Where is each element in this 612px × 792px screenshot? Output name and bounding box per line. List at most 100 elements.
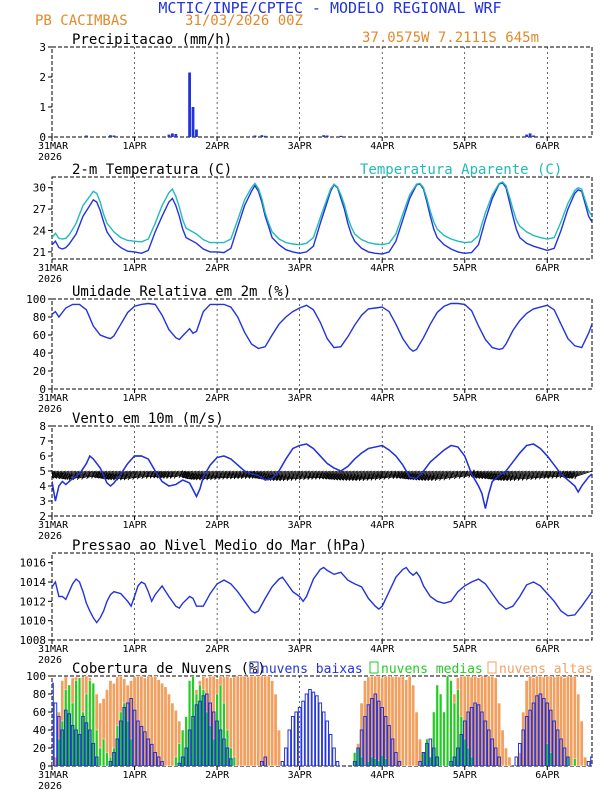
- wind-barb-flag: [311, 472, 316, 479]
- cloud-bar-nuvens-medias: [177, 743, 181, 766]
- cloud-bar-nuvens-medias: [95, 729, 99, 766]
- wind-barb-shaft: [311, 470, 335, 479]
- cloud-bar-nuvens-medias: [573, 758, 577, 766]
- precip-bar: [325, 135, 329, 137]
- header-coords: 37.0575W 7.2111S 645m: [362, 30, 539, 46]
- cloud-bar-nuvens-baixas: [394, 752, 398, 766]
- cloud-bar-nuvens-baixas: [535, 695, 539, 766]
- wind-barb-flag: [184, 472, 189, 479]
- cloud-bar-nuvens-altas: [246, 676, 251, 766]
- x-tick-year: 2026: [38, 781, 62, 792]
- x-tick-label: 6APR: [535, 770, 560, 781]
- cloud-bar-nuvens-baixas: [118, 720, 123, 766]
- cloud-bar-nuvens-altas: [407, 676, 412, 766]
- precip-bar: [528, 133, 532, 137]
- precip-bar: [525, 134, 529, 137]
- cloud-bar-nuvens-altas: [277, 729, 282, 766]
- cloud-bar-nuvens-baixas: [566, 756, 570, 766]
- wind-barb-flag: [351, 473, 356, 481]
- cloud-bar-nuvens-baixas: [373, 693, 378, 766]
- cloud-bar-nuvens-baixas: [542, 698, 546, 766]
- cloud-bar-nuvens-baixas: [91, 743, 96, 766]
- y-tick-label: 3: [39, 495, 46, 508]
- cloud-bar-nuvens-baixas: [146, 738, 151, 766]
- wind-barb-flag: [132, 472, 137, 479]
- cloud-bar-nuvens-medias: [452, 702, 456, 766]
- cloud-bar-nuvens-altas: [500, 729, 505, 766]
- wind-barb-shaft: [535, 470, 558, 479]
- cloud-bar-nuvens-baixas: [112, 752, 116, 766]
- header-station: PB CACIMBAS: [35, 13, 128, 29]
- x-tick-label: 31MAR: [38, 770, 69, 781]
- x-tick-label: 6APR: [535, 263, 560, 274]
- cloud-bar-nuvens-baixas: [229, 758, 233, 766]
- legend-label: nuvens medias: [381, 662, 483, 677]
- cloud-bar-nuvens-altas: [166, 693, 171, 766]
- cloud-bar-nuvens-baixas: [425, 743, 429, 766]
- x-tick-year: 2026: [38, 404, 62, 415]
- cloud-bar-nuvens-baixas: [208, 702, 213, 766]
- wind-barb-flag: [112, 473, 117, 480]
- wind-barb-shaft: [299, 470, 324, 480]
- cloud-bar-nuvens-medias: [105, 752, 109, 766]
- wind-barb-flag: [574, 472, 579, 480]
- x-tick-label: 31MAR: [38, 644, 69, 655]
- cloud-bar-nuvens-altas: [507, 756, 512, 766]
- cloud-bar-nuvens-baixas: [328, 734, 333, 766]
- cloud-bar-nuvens-medias: [446, 676, 450, 766]
- chart-title: 2-m Temperatura (C): [72, 162, 232, 178]
- wind-barb-flag: [145, 471, 150, 478]
- cloud-bar-nuvens-baixas: [311, 691, 316, 766]
- wind-barb-flag: [229, 471, 234, 479]
- x-tick-label: 1APR: [123, 141, 148, 152]
- wind-barb-flag: [299, 472, 304, 480]
- wind-barb-shaft: [101, 470, 125, 479]
- y-tick-label: 8: [39, 420, 46, 433]
- wind-barb-shaft: [210, 470, 235, 480]
- cloud-bar-nuvens-baixas: [81, 716, 85, 766]
- wind-barb-flag: [366, 473, 371, 480]
- cloud-bar-nuvens-altas: [504, 747, 509, 766]
- wind-barb-flag: [509, 473, 514, 481]
- legend-label: nuvens baixas: [261, 662, 363, 677]
- wind-barb-flag: [491, 472, 496, 480]
- wind-barb-flag: [265, 473, 270, 480]
- wind-barb-flag: [330, 472, 334, 480]
- wind-barb-flag: [444, 472, 449, 479]
- cloud-bar-nuvens-altas: [397, 676, 402, 766]
- header-run: 31/03/2026 00Z: [185, 13, 303, 29]
- cloud-bar-nuvens-baixas: [74, 729, 78, 766]
- cloud-bar-nuvens-altas: [273, 693, 278, 766]
- series-line-pressao-ao-nivel-medio-do-mar-hpa-: [52, 566, 592, 624]
- x-tick-label: 5APR: [453, 263, 478, 274]
- cloud-bar-nuvens-baixas: [332, 747, 336, 766]
- y-tick-label: 1010: [20, 615, 47, 628]
- y-tick-label: 4: [39, 480, 46, 493]
- cloud-bar-nuvens-baixas: [211, 711, 216, 766]
- wind-barb-flag: [543, 471, 548, 479]
- x-tick-label: 5APR: [453, 520, 478, 531]
- wind-barb-flag: [392, 471, 397, 478]
- cloud-bar-nuvens-medias: [88, 680, 92, 766]
- plot-area: [52, 302, 592, 353]
- cloud-bar-nuvens-altas: [156, 679, 161, 766]
- wind-barb-shaft: [62, 470, 87, 480]
- x-tick-label: 31MAR: [38, 520, 69, 531]
- wind-barb-flag: [91, 471, 96, 478]
- wind-barb-flag: [499, 473, 504, 481]
- y-tick-label: 100: [26, 670, 46, 683]
- plot-frame: [51, 425, 593, 517]
- y-tick-label: 6: [39, 450, 46, 463]
- precip-bar: [263, 135, 267, 137]
- x-tick-label: 5APR: [453, 141, 478, 152]
- y-tick-label: 3: [39, 41, 46, 54]
- x-tick-label: 31MAR: [38, 141, 69, 152]
- chart-title: Cobertura de Nuvens (%): [72, 661, 266, 677]
- cloud-bar-nuvens-baixas: [201, 695, 206, 766]
- y-tick-label: 0: [39, 131, 46, 144]
- y-tick-label: 1012: [20, 595, 47, 608]
- y-tick-label: 60: [33, 706, 46, 719]
- wind-barb-flag: [182, 471, 187, 479]
